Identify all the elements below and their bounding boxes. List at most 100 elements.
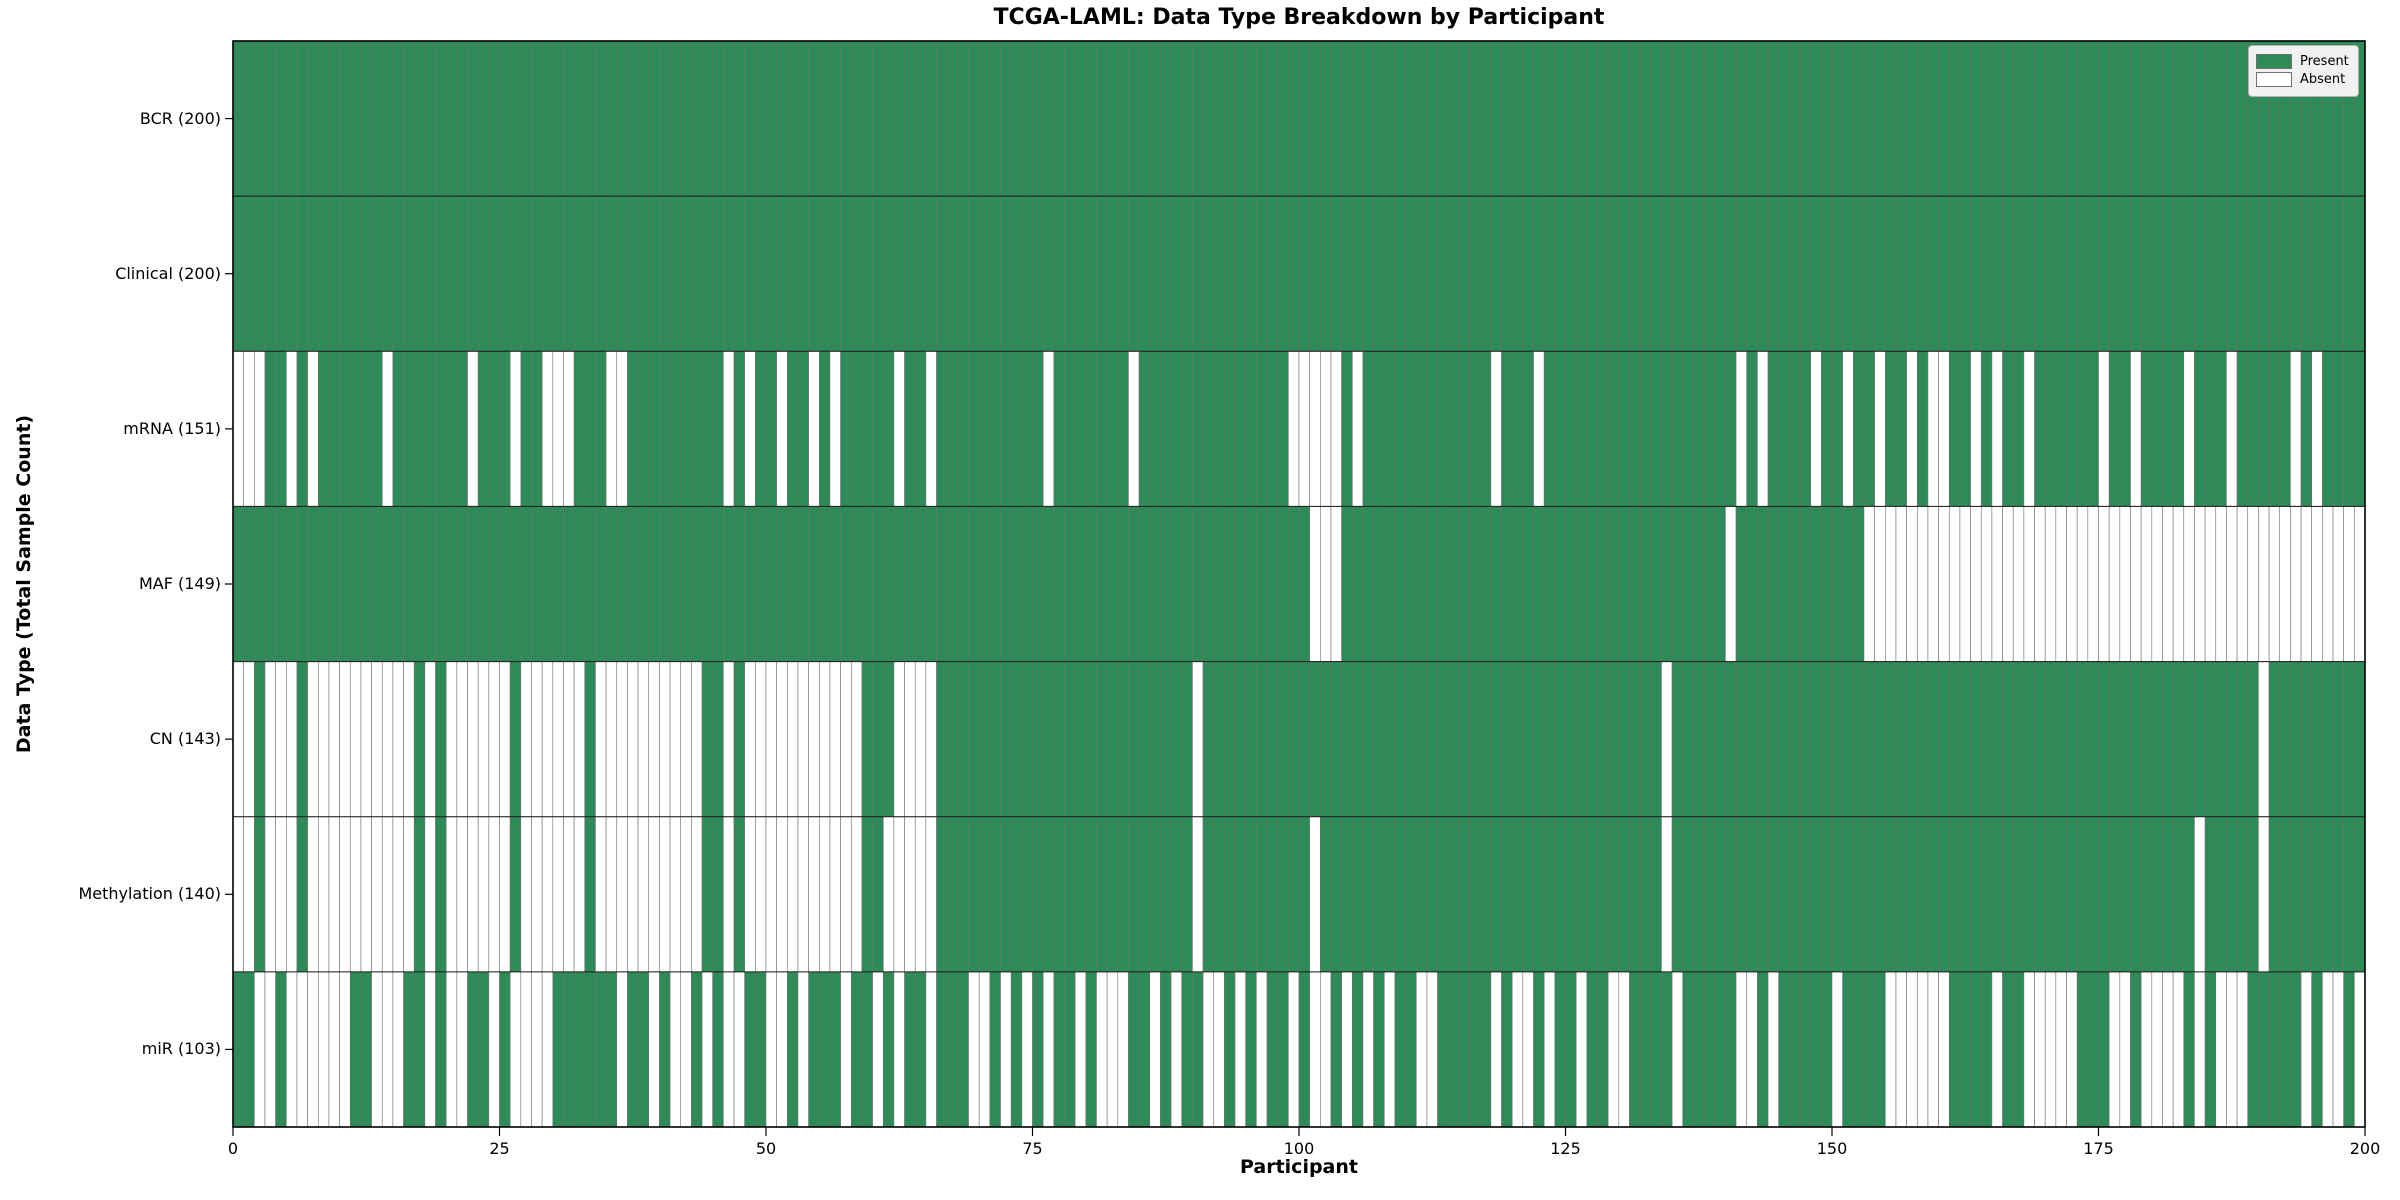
heatmap-cell — [1757, 816, 1769, 973]
heatmap-cell — [1042, 350, 1055, 507]
heatmap-cell — [1938, 971, 1950, 1128]
heatmap-cell — [2023, 350, 2035, 507]
heatmap-cell — [1543, 816, 1556, 973]
heatmap-cell — [1533, 971, 1545, 1128]
heatmap-cell — [659, 40, 671, 197]
heatmap-cell — [850, 506, 863, 662]
heatmap-cell — [254, 40, 266, 197]
heatmap-cell — [1320, 350, 1332, 507]
heatmap-cell — [1575, 816, 1588, 973]
heatmap-cell — [616, 195, 628, 352]
heatmap-cell — [1948, 971, 1961, 1128]
heatmap-cell — [1394, 971, 1406, 1128]
heatmap-cell — [477, 506, 490, 662]
heatmap-cell — [1202, 816, 1215, 973]
heatmap-cell — [637, 661, 650, 818]
heatmap-cell — [1565, 195, 1577, 352]
heatmap-cell — [275, 506, 287, 662]
heatmap-cell — [1885, 816, 1897, 973]
heatmap-cell — [2162, 195, 2174, 352]
heatmap-cell — [392, 40, 404, 197]
heatmap-cell — [1170, 506, 1183, 662]
heatmap-cell — [1959, 195, 1971, 352]
heatmap-cell — [1522, 350, 1534, 507]
heatmap-cell — [957, 661, 969, 818]
heatmap-cell — [232, 661, 244, 818]
heatmap-cell — [1853, 40, 1865, 197]
heatmap-cell — [893, 971, 905, 1128]
heatmap-cell — [744, 816, 756, 973]
heatmap-cell — [808, 971, 820, 1128]
heatmap-cell — [1053, 40, 1065, 197]
heatmap-cell — [669, 661, 682, 818]
heatmap-cell — [2279, 816, 2291, 973]
heatmap-cell — [2215, 40, 2227, 197]
heatmap-cell — [669, 816, 682, 973]
heatmap-cell — [2140, 971, 2153, 1128]
heatmap-cell — [2268, 506, 2281, 662]
heatmap-cell — [456, 816, 468, 973]
heatmap-cell — [1383, 816, 1396, 973]
heatmap-cell — [1693, 971, 1705, 1128]
heatmap-cell — [520, 40, 532, 197]
heatmap-cell — [1799, 506, 1811, 662]
heatmap-cell — [243, 506, 255, 662]
heatmap-cell — [914, 816, 927, 973]
heatmap-cell — [1064, 816, 1076, 973]
heatmap-cell — [957, 506, 969, 662]
heatmap-cell — [2119, 195, 2131, 352]
heatmap-cell — [1554, 195, 1566, 352]
heatmap-cell — [2172, 816, 2185, 973]
heatmap-cell — [1160, 661, 1172, 818]
heatmap-cell — [1831, 816, 1843, 973]
heatmap-cell — [648, 195, 660, 352]
heatmap-cell — [1842, 506, 1854, 662]
heatmap-cell — [285, 350, 298, 507]
heatmap-cell — [1650, 195, 1662, 352]
heatmap-cell — [2172, 350, 2185, 507]
heatmap-cell — [1895, 350, 1907, 507]
heatmap-cell — [2354, 661, 2366, 818]
heatmap-cell — [1501, 816, 1513, 973]
heatmap-cell — [435, 40, 447, 197]
x-axis-title: Participant — [1239, 1156, 1358, 1178]
heatmap-cell — [531, 40, 543, 197]
heatmap-cell — [946, 816, 959, 973]
heatmap-cell — [978, 195, 991, 352]
heatmap-cell — [1352, 971, 1364, 1128]
heatmap-cell — [1234, 40, 1247, 197]
heatmap-cell — [1789, 195, 1801, 352]
heatmap-cell — [1053, 971, 1065, 1128]
heatmap-cell — [1554, 661, 1566, 818]
heatmap-cell — [755, 40, 767, 197]
heatmap-cell — [1821, 971, 1833, 1128]
heatmap-cell — [1607, 350, 1620, 507]
heatmap-cell — [637, 816, 650, 973]
heatmap-cell — [1117, 195, 1129, 352]
heatmap-cell — [1511, 350, 1524, 507]
heatmap-cell — [1170, 40, 1183, 197]
heatmap-cell — [2044, 195, 2057, 352]
heatmap-cell — [1309, 40, 1321, 197]
heatmap-cell — [712, 506, 724, 662]
heatmap-cell — [2322, 816, 2334, 973]
heatmap-cell — [2204, 971, 2217, 1128]
heatmap-cell — [2055, 195, 2067, 352]
heatmap-cell — [1693, 350, 1705, 507]
heatmap-cell — [488, 661, 500, 818]
heatmap-cell — [904, 195, 916, 352]
heatmap-cell — [1586, 350, 1598, 507]
heatmap-cell — [1266, 40, 1278, 197]
heatmap-cell — [1629, 816, 1641, 973]
heatmap-cell — [1192, 350, 1204, 507]
heatmap-cell — [2172, 661, 2185, 818]
heatmap-cell — [1821, 40, 1833, 197]
heatmap-cell — [2012, 816, 2025, 973]
heatmap-cell — [1309, 661, 1321, 818]
heatmap-cell — [424, 661, 436, 818]
heatmap-cell — [1074, 40, 1087, 197]
heatmap-cell — [1533, 506, 1545, 662]
heatmap-cell — [1128, 971, 1140, 1128]
heatmap-cell — [1501, 506, 1513, 662]
heatmap-cell — [1799, 40, 1811, 197]
